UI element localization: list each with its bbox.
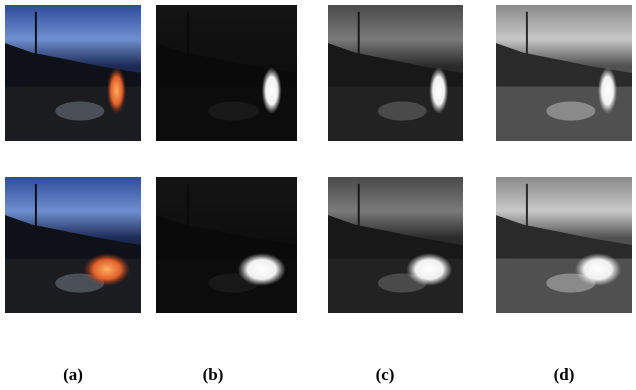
tree-trunk <box>525 11 528 87</box>
image <box>156 177 297 313</box>
tree-trunk <box>357 11 360 87</box>
mound <box>208 101 259 121</box>
fire <box>83 253 131 286</box>
image <box>496 177 632 313</box>
image <box>496 5 632 141</box>
tree-trunk <box>34 183 37 259</box>
tree-line <box>156 215 297 262</box>
tree-line <box>156 43 297 90</box>
fire <box>237 253 286 286</box>
tree-line <box>496 215 632 262</box>
fire <box>107 67 127 114</box>
fire <box>406 253 453 286</box>
fire <box>598 67 618 114</box>
image <box>156 5 297 141</box>
tree-line <box>5 43 141 90</box>
panel-label: (d) <box>554 365 575 384</box>
image <box>5 5 141 141</box>
image <box>5 177 141 313</box>
tree-trunk <box>187 11 190 87</box>
panel-label: (c) <box>376 365 395 384</box>
image <box>328 177 463 313</box>
fire <box>429 67 449 114</box>
mound <box>546 101 596 121</box>
tree-line <box>328 215 463 262</box>
fire <box>574 253 622 286</box>
tree-trunk <box>357 183 360 259</box>
tree-trunk <box>525 183 528 259</box>
tree-line <box>496 43 632 90</box>
mound <box>55 101 105 121</box>
image-grid <box>5 5 632 313</box>
tree-trunk <box>34 11 37 87</box>
tree-line <box>328 43 463 90</box>
tree-line <box>5 215 141 262</box>
mound <box>377 101 427 121</box>
panel-label: (b) <box>203 365 224 384</box>
fire <box>261 67 282 114</box>
image <box>328 5 463 141</box>
tree-trunk <box>187 183 190 259</box>
panel-label: (a) <box>63 365 83 384</box>
